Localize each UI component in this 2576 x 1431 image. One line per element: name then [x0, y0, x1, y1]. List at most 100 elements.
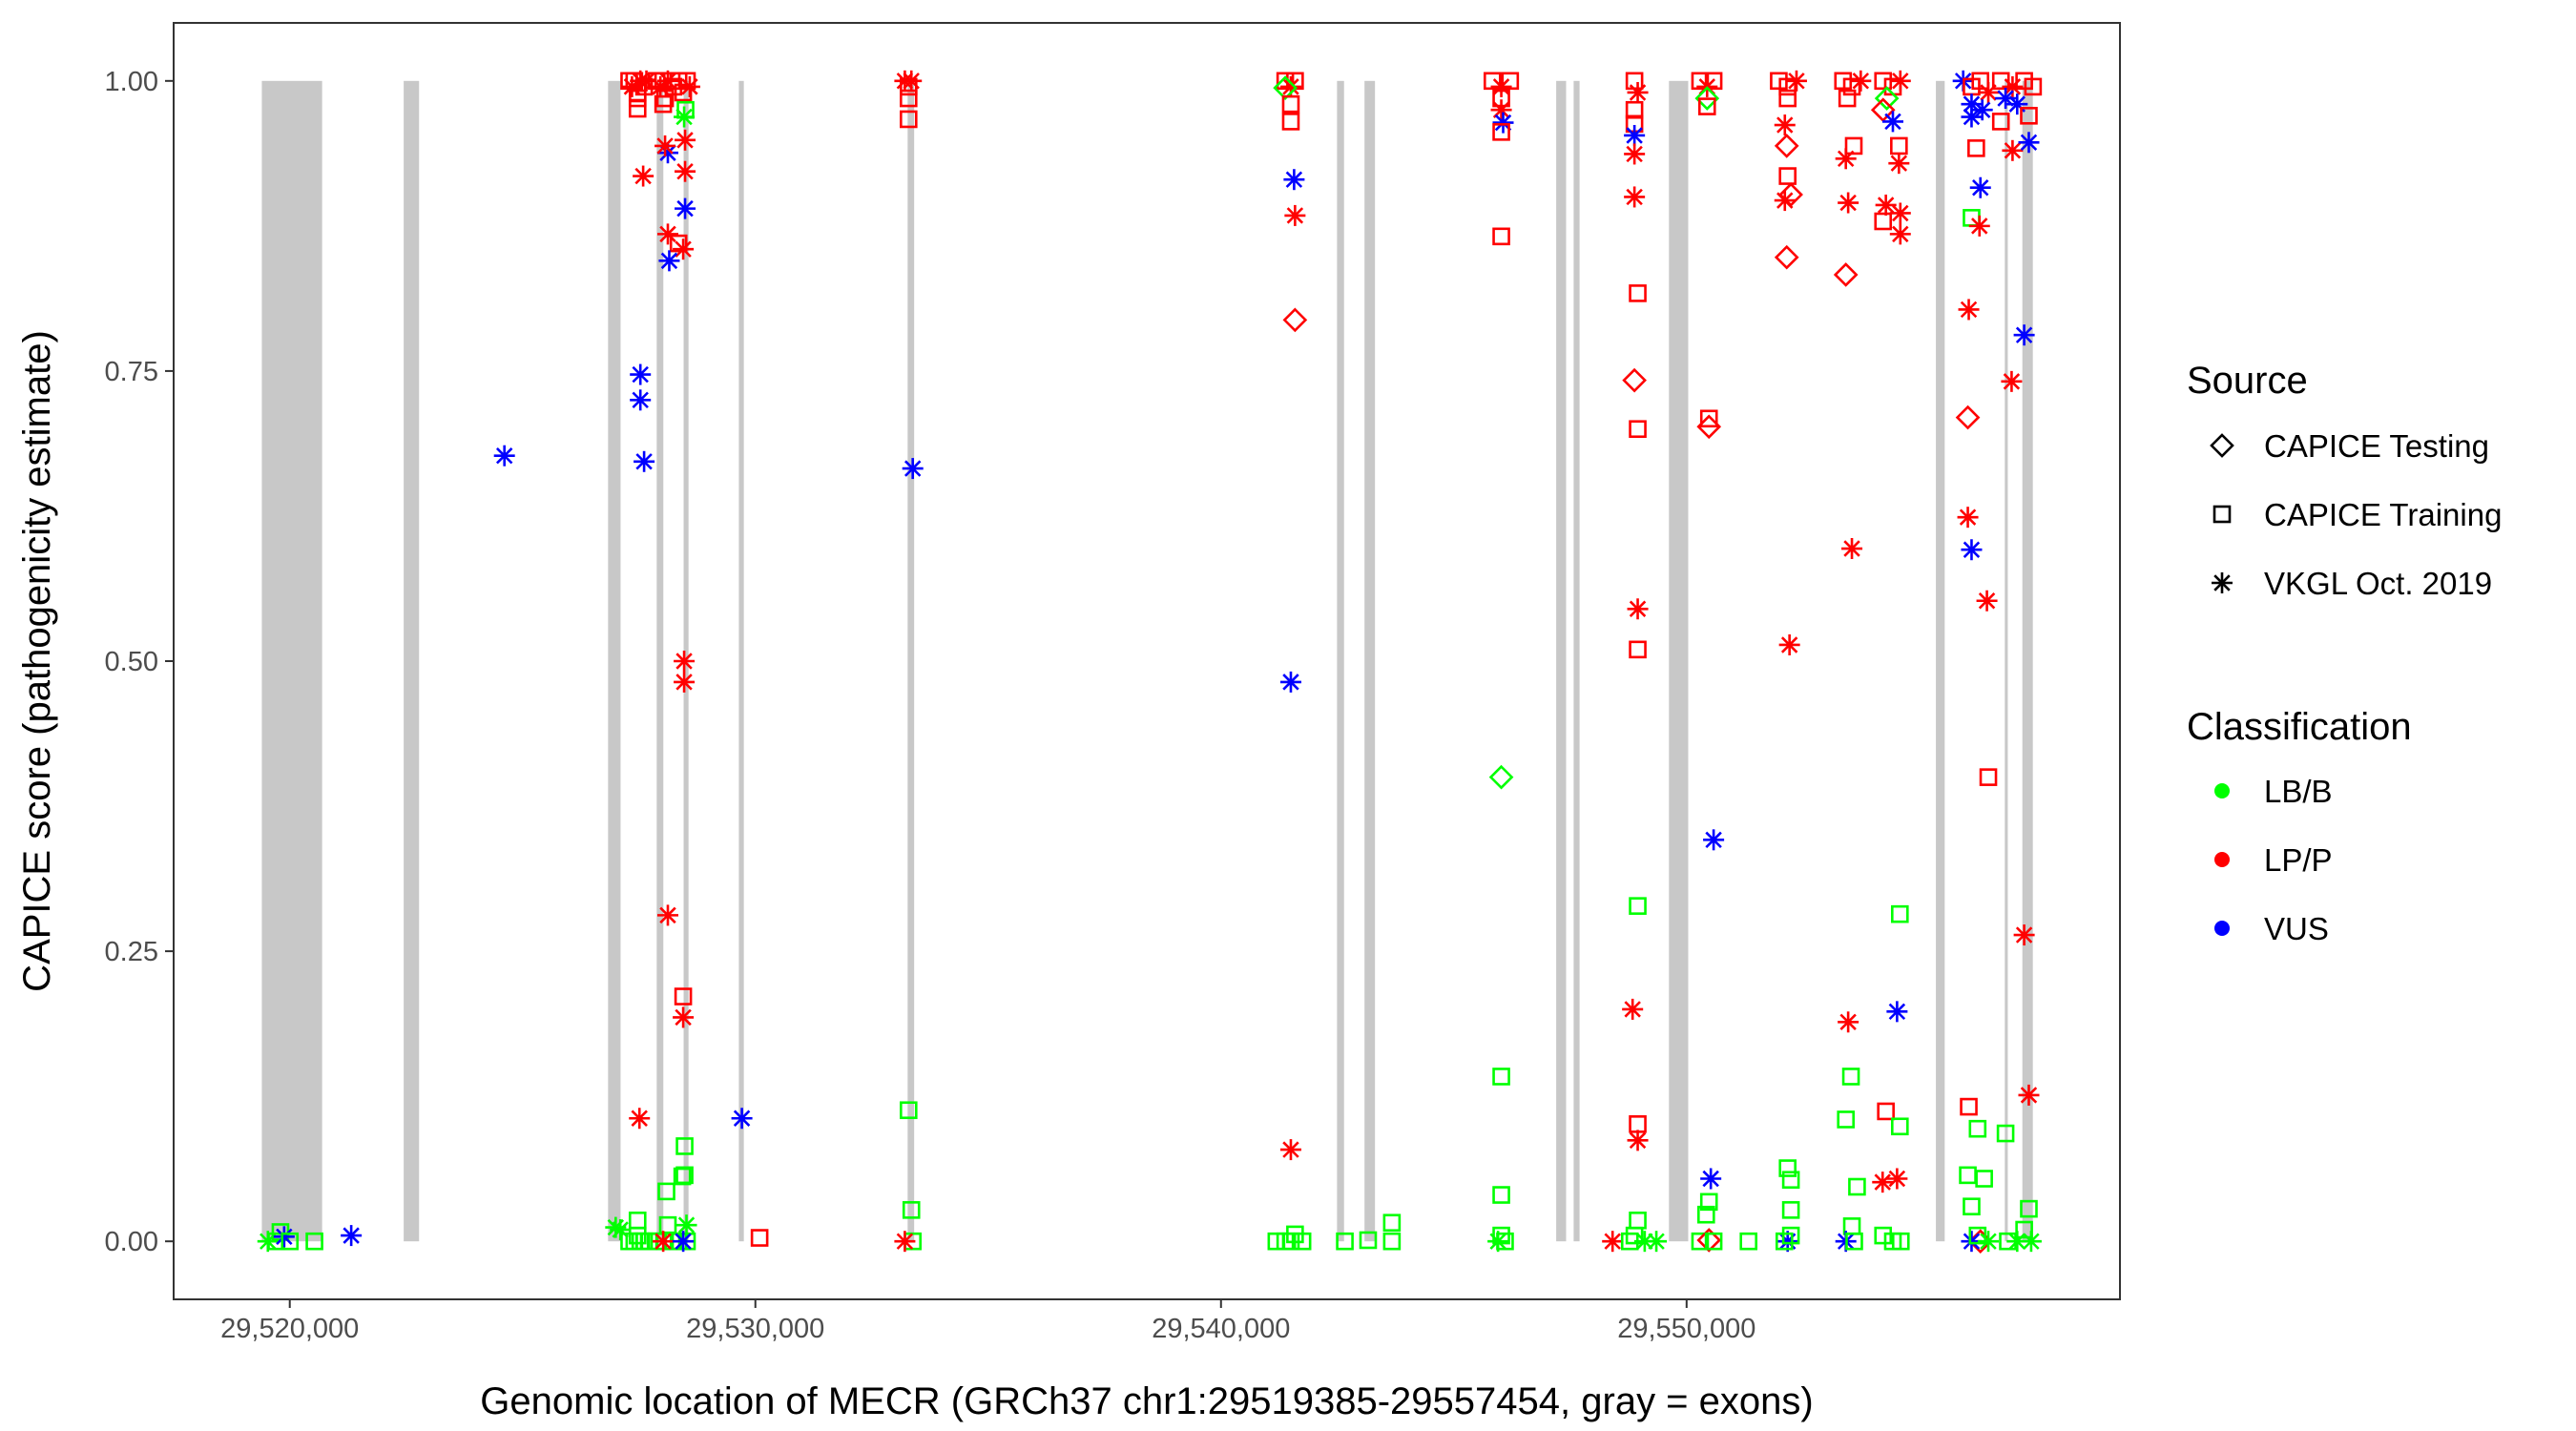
data-point: [1778, 167, 1797, 185]
exon-band: [2022, 80, 2033, 1242]
data-point: [1646, 1231, 1668, 1253]
data-point: [1959, 1166, 1977, 1185]
data-point: [1785, 70, 1807, 92]
data-point: [1293, 1232, 1312, 1251]
data-point: [678, 75, 700, 97]
data-point: [1870, 97, 1896, 123]
data-point: [1781, 1171, 1800, 1190]
data-point: [1967, 139, 1985, 157]
data-point: [900, 1101, 918, 1120]
data-point: [280, 1232, 300, 1251]
data-point: [493, 445, 515, 467]
data-point: [675, 129, 696, 151]
data-point: [1282, 307, 1308, 333]
data-point: [2013, 324, 2035, 346]
data-point: [1629, 420, 1647, 439]
data-point: [1886, 1001, 1908, 1023]
data-point: [901, 70, 923, 92]
data-point: [669, 234, 688, 253]
data-point: [1694, 86, 1720, 111]
x-tick-label: 29,550,000: [1617, 1314, 1755, 1344]
data-point: [1382, 1232, 1402, 1251]
exon-band: [261, 80, 322, 1242]
data-point: [2024, 77, 2043, 96]
data-point: [1492, 1068, 1510, 1086]
data-point: [1774, 114, 1796, 136]
data-point: [1696, 414, 1722, 440]
data-point: [1872, 1172, 1894, 1193]
legend-class-label: LP/P: [2264, 842, 2333, 878]
data-point: [1874, 1226, 1893, 1245]
data-point: [1488, 764, 1514, 790]
data-point: [1696, 1205, 1715, 1224]
data-point: [2013, 924, 2035, 946]
data-point: [1359, 1231, 1378, 1250]
exon-band: [1364, 80, 1376, 1242]
data-point: [2002, 139, 2024, 161]
data-point: [674, 987, 693, 1006]
data-point: [673, 1231, 695, 1253]
legend-dot-icon: [2214, 921, 2230, 936]
data-point: [654, 94, 673, 114]
data-point: [1841, 538, 1863, 560]
y-axis: 0.00 0.25 0.50 0.75 1.00: [105, 67, 174, 1257]
data-point: [2020, 1231, 2042, 1253]
data-point: [674, 651, 696, 672]
legend-dot-icon: [2214, 852, 2230, 867]
data-point: [1279, 1139, 1301, 1161]
data-point: [1838, 1011, 1859, 1033]
data-point: [1625, 72, 1644, 91]
data-point: [1991, 72, 2010, 91]
data-point: [1697, 97, 1716, 115]
data-point: [1629, 897, 1647, 915]
exon-band: [2005, 80, 2008, 1242]
data-point: [1281, 113, 1300, 131]
data-point: [1890, 136, 1908, 156]
data-point: [1850, 70, 1872, 92]
data-point: [1778, 633, 1800, 655]
data-point: [628, 99, 647, 118]
x-tick-label: 29,530,000: [686, 1314, 824, 1344]
data-point: [1961, 539, 1983, 561]
data-point: [2015, 1220, 2033, 1239]
data-point: [1492, 112, 1514, 134]
data-point: [1778, 89, 1797, 108]
x-tick-label: 29,540,000: [1152, 1314, 1290, 1344]
data-point: [657, 1182, 675, 1201]
data-point: [1629, 1211, 1647, 1230]
legend-dot-icon: [2214, 783, 2230, 798]
data-point: [1283, 169, 1305, 191]
data-point: [1844, 136, 1863, 156]
data-point: [1501, 72, 1520, 91]
data-point: [2001, 370, 2023, 392]
legend-source-label: VKGL Oct. 2019: [2264, 566, 2492, 601]
legend-class-label: LB/B: [2264, 774, 2333, 809]
exon-band: [738, 80, 744, 1242]
data-point: [653, 1231, 675, 1253]
legend-diamond-icon: [2210, 433, 2234, 458]
exon-band: [404, 80, 420, 1242]
data-point: [902, 1201, 921, 1219]
data-point: [1963, 1197, 1981, 1215]
data-point: [2020, 107, 2038, 125]
data-point: [675, 1137, 694, 1155]
plot-panel-border: [173, 22, 2121, 1300]
data-point: [1703, 829, 1725, 851]
data-point: [1382, 1213, 1402, 1233]
data-point: [1492, 227, 1510, 246]
data-point: [1624, 124, 1646, 146]
data-point: [630, 363, 652, 385]
data-point: [1704, 1232, 1723, 1251]
y-tick-label: 0.25: [105, 937, 158, 967]
data-point: [894, 1231, 916, 1253]
data-point: [1838, 89, 1857, 108]
data-point: [2018, 1084, 2040, 1106]
data-point: [1625, 100, 1644, 119]
data-point: [673, 238, 695, 260]
data-point: [1629, 1115, 1647, 1133]
data-point: [1874, 86, 1900, 111]
data-point: [1781, 1201, 1800, 1219]
data-point: [1492, 123, 1510, 141]
x-tick-label: 29,520,000: [220, 1314, 359, 1344]
